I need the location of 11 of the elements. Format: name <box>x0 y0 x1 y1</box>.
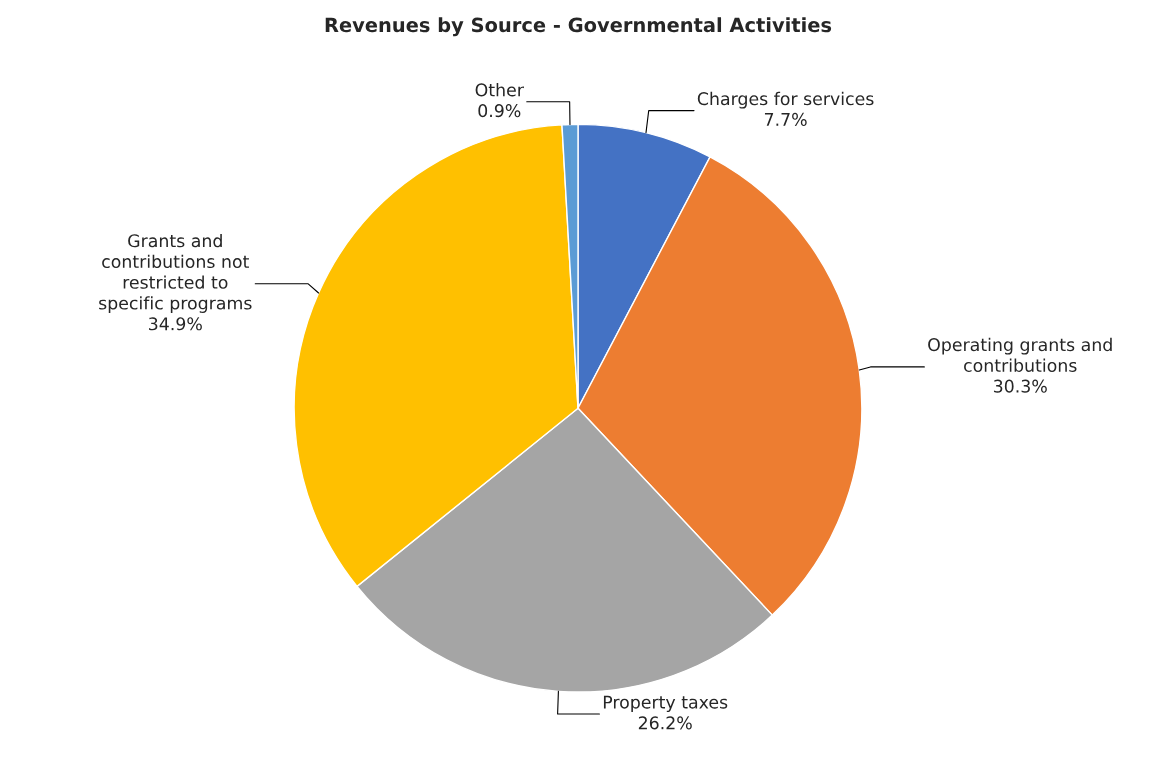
slice-label: Property taxes <box>603 695 728 713</box>
slice-label: Charges for services <box>697 91 874 109</box>
slice-label: Other <box>475 83 524 97</box>
chart-title: Revenues by Source - Governmental Activities <box>325 17 832 37</box>
slice-label: Operating grants and contributions <box>928 337 1112 372</box>
data-label: 26.2% <box>638 716 692 730</box>
slice-label: Grants and contributions not restricted to specific programs <box>99 233 252 313</box>
data-label: 30.3% <box>993 379 1047 393</box>
data-label: 0.9% <box>478 104 521 118</box>
data-label: 7.7% <box>764 112 807 126</box>
data-label: 34.9% <box>149 317 202 331</box>
